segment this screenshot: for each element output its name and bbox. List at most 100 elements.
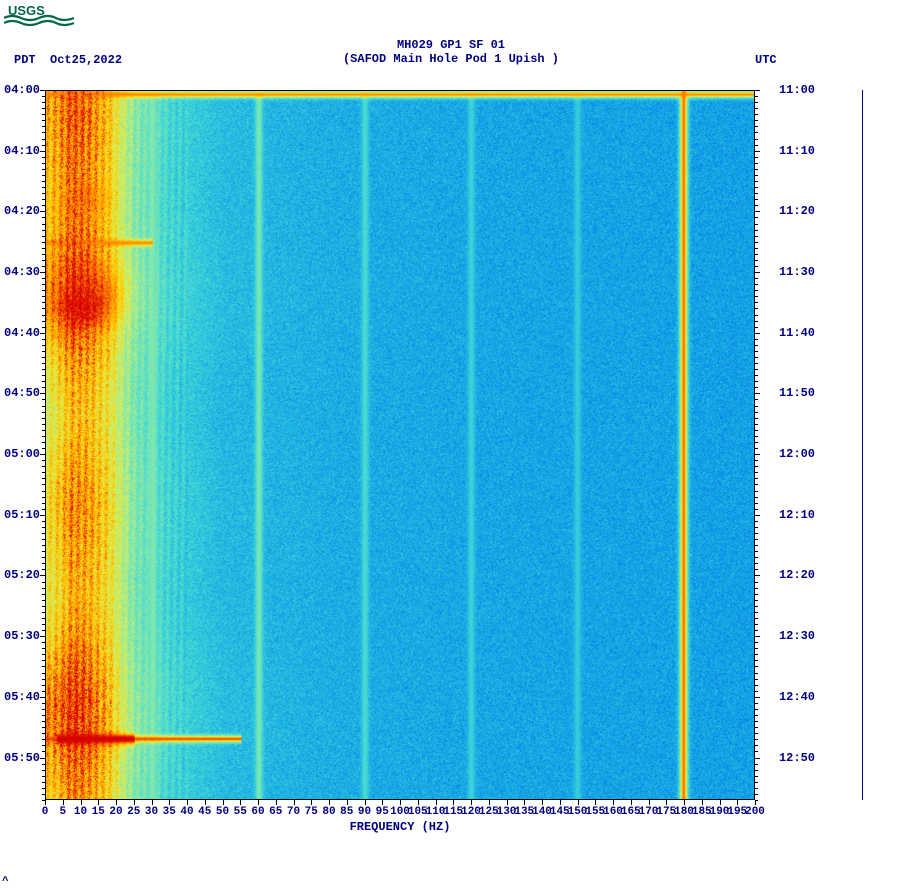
y-tick-mark	[755, 758, 760, 759]
y-tick-mark	[40, 697, 45, 698]
y-tick-label: 12:30	[779, 629, 815, 643]
y-minor-tick	[42, 236, 45, 237]
y-minor-tick	[755, 600, 758, 601]
y-minor-tick	[42, 126, 45, 127]
y-tick-mark	[40, 151, 45, 152]
y-minor-tick	[42, 582, 45, 583]
y-minor-tick	[755, 406, 758, 407]
y-minor-tick	[755, 430, 758, 431]
y-minor-tick	[42, 114, 45, 115]
x-tick-label: 70	[287, 806, 300, 818]
y-minor-tick	[755, 782, 758, 783]
y-minor-tick	[42, 721, 45, 722]
y-minor-tick	[42, 691, 45, 692]
y-tick-label: 11:40	[779, 326, 815, 340]
y-minor-tick	[42, 345, 45, 346]
y-minor-tick	[755, 260, 758, 261]
x-tick-mark	[737, 800, 738, 805]
y-tick-label: 11:10	[779, 144, 815, 158]
y-tick-label: 05:50	[4, 751, 40, 765]
y-minor-tick	[755, 654, 758, 655]
x-tick-mark	[223, 800, 224, 805]
y-minor-tick	[755, 618, 758, 619]
x-tick-mark	[418, 800, 419, 805]
y-tick-mark	[755, 272, 760, 273]
y-minor-tick	[755, 466, 758, 467]
y-minor-tick	[755, 436, 758, 437]
y-minor-tick	[42, 302, 45, 303]
y-minor-tick	[42, 594, 45, 595]
x-tick-label: 75	[305, 806, 318, 818]
y-minor-tick	[755, 612, 758, 613]
y-minor-tick	[755, 339, 758, 340]
y-tick-label: 05:20	[4, 568, 40, 582]
y-minor-tick	[755, 327, 758, 328]
x-tick-mark	[116, 800, 117, 805]
y-minor-tick	[42, 739, 45, 740]
y-tick-label: 12:00	[779, 447, 815, 461]
y-minor-tick	[755, 205, 758, 206]
y-minor-tick	[42, 660, 45, 661]
y-minor-tick	[755, 569, 758, 570]
y-minor-tick	[755, 545, 758, 546]
y-tick-label: 04:20	[4, 204, 40, 218]
y-minor-tick	[755, 266, 758, 267]
y-minor-tick	[42, 145, 45, 146]
timezone-left: PDT Oct25,2022	[14, 53, 122, 67]
y-minor-tick	[42, 673, 45, 674]
y-minor-tick	[755, 284, 758, 285]
x-tick-mark	[187, 800, 188, 805]
y-minor-tick	[42, 321, 45, 322]
y-minor-tick	[42, 430, 45, 431]
y-minor-tick	[755, 157, 758, 158]
y-minor-tick	[755, 727, 758, 728]
y-tick-mark	[755, 333, 760, 334]
y-tick-mark	[40, 333, 45, 334]
y-minor-tick	[755, 381, 758, 382]
y-tick-label: 05:10	[4, 508, 40, 522]
y-minor-tick	[755, 478, 758, 479]
y-minor-tick	[42, 618, 45, 619]
y-minor-tick	[42, 315, 45, 316]
y-minor-tick	[42, 139, 45, 140]
y-tick-label: 11:20	[779, 204, 815, 218]
y-minor-tick	[42, 666, 45, 667]
x-tick-mark	[436, 800, 437, 805]
y-minor-tick	[755, 776, 758, 777]
y-minor-tick	[755, 484, 758, 485]
x-tick-mark	[276, 800, 277, 805]
y-minor-tick	[755, 236, 758, 237]
y-minor-tick	[42, 788, 45, 789]
y-minor-tick	[42, 296, 45, 297]
y-minor-tick	[755, 126, 758, 127]
y-tick-mark	[755, 90, 760, 91]
x-tick-mark	[258, 800, 259, 805]
y-minor-tick	[42, 175, 45, 176]
x-tick-mark	[720, 800, 721, 805]
y-minor-tick	[755, 187, 758, 188]
y-minor-tick	[42, 745, 45, 746]
y-minor-tick	[42, 466, 45, 467]
y-tick-label: 11:00	[779, 83, 815, 97]
y-minor-tick	[755, 308, 758, 309]
x-tick-label: 40	[180, 806, 193, 818]
y-minor-tick	[42, 776, 45, 777]
y-minor-tick	[42, 539, 45, 540]
x-tick-label: 30	[145, 806, 158, 818]
y-minor-tick	[42, 217, 45, 218]
y-minor-tick	[755, 606, 758, 607]
y-minor-tick	[755, 733, 758, 734]
y-minor-tick	[42, 369, 45, 370]
y-minor-tick	[42, 254, 45, 255]
y-tick-label: 04:40	[4, 326, 40, 340]
y-minor-tick	[755, 230, 758, 231]
y-minor-tick	[755, 624, 758, 625]
y-minor-tick	[755, 399, 758, 400]
x-tick-label: 0	[42, 806, 49, 818]
y-minor-tick	[42, 266, 45, 267]
y-minor-tick	[42, 630, 45, 631]
y-minor-tick	[755, 199, 758, 200]
y-minor-tick	[42, 157, 45, 158]
x-tick-label: 55	[234, 806, 247, 818]
y-minor-tick	[755, 217, 758, 218]
